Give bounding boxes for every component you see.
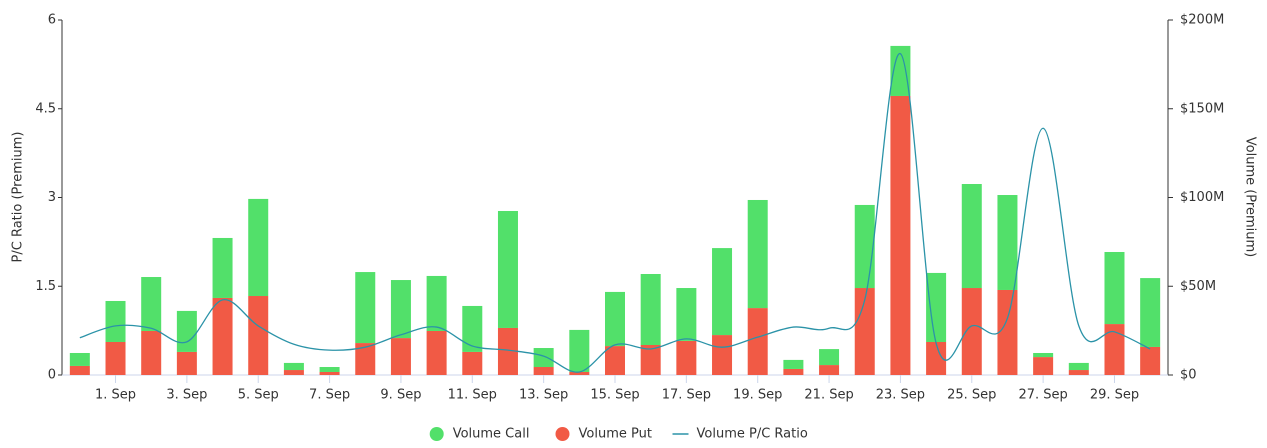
bar [283, 370, 304, 375]
bar [569, 371, 590, 375]
bar [712, 248, 733, 336]
bar [783, 359, 804, 369]
bar [961, 288, 982, 375]
legend-symbol [429, 427, 444, 441]
bar [426, 330, 447, 375]
x-tick-label: 1. Sep [95, 388, 136, 403]
bar [926, 341, 947, 375]
x-tick-label: 11. Sep [448, 388, 497, 403]
x-tick-label: 23. Sep [876, 388, 925, 403]
y2-tick-label: $100M [1180, 190, 1224, 205]
bar [283, 362, 304, 371]
bar [105, 341, 126, 375]
y-tick-label: 3 [48, 190, 56, 205]
bar [462, 305, 483, 352]
line [79, 53, 1151, 373]
bar [248, 198, 269, 297]
bar [676, 288, 697, 341]
x-tick-label: 29. Sep [1090, 388, 1139, 403]
bar [961, 184, 982, 289]
bar [497, 327, 518, 375]
legend-label: Volume Call [453, 427, 530, 442]
bar [640, 345, 661, 375]
bar [997, 195, 1018, 290]
x-tick-label: 19. Sep [733, 388, 782, 403]
bar [462, 351, 483, 375]
bar [212, 237, 233, 298]
bar [497, 210, 518, 328]
bar [141, 330, 162, 375]
bar [1033, 357, 1054, 375]
bar [854, 204, 875, 289]
bar [390, 338, 411, 375]
y2-tick-label: $200M [1180, 13, 1224, 28]
bar [569, 329, 590, 372]
x-tick-label: 7. Sep [309, 388, 350, 403]
y-tick-label: 6 [48, 13, 56, 28]
legend-label: Volume P/C Ratio [697, 427, 808, 442]
bar [819, 349, 840, 366]
bar [176, 351, 197, 375]
x-tick-label: 27. Sep [1018, 388, 1067, 403]
x-tick-label: 3. Sep [166, 388, 207, 403]
bar [533, 348, 554, 368]
bar [533, 367, 554, 375]
x-tick-label: 9. Sep [380, 388, 421, 403]
bar [1068, 370, 1089, 375]
x-tick-label: 5. Sep [238, 388, 279, 403]
bar [1104, 324, 1125, 375]
y2-tick-label: $50M [1180, 279, 1216, 294]
y2-tick-label: $0 [1180, 368, 1197, 383]
bar [212, 297, 233, 375]
bar [355, 343, 376, 375]
legend-label: Volume Put [579, 427, 652, 442]
bar [854, 288, 875, 375]
bar [426, 275, 447, 331]
bar [1068, 362, 1089, 371]
y-axis-title: P/C Ratio (Premium) [11, 132, 26, 263]
x-tick-label: 17. Sep [662, 388, 711, 403]
bar [605, 291, 625, 347]
bar [747, 199, 768, 309]
bar [390, 280, 411, 339]
bar [676, 340, 697, 375]
bar [712, 335, 733, 375]
bar [890, 45, 911, 96]
bar [605, 346, 625, 375]
bar [141, 277, 162, 331]
bar [319, 371, 340, 375]
bar [355, 272, 376, 344]
bar [926, 272, 947, 342]
bar [176, 310, 197, 352]
bar [69, 365, 90, 375]
bar [1033, 352, 1054, 358]
bar [1104, 251, 1125, 325]
bar [783, 368, 804, 375]
bar [69, 352, 90, 366]
x-tick-label: 15. Sep [590, 388, 639, 403]
bar [997, 289, 1018, 375]
y-tick-label: 0 [48, 368, 56, 383]
x-tick-label: 25. Sep [947, 388, 996, 403]
bar [1140, 346, 1161, 375]
bar [105, 300, 126, 342]
bar [319, 367, 340, 372]
legend-symbol [555, 427, 570, 441]
bar [890, 95, 911, 375]
bar [1140, 278, 1161, 347]
x-tick-label: 21. Sep [804, 388, 853, 403]
bar [248, 296, 269, 375]
y-tick-label: 4.5 [35, 101, 56, 116]
bar [640, 274, 661, 346]
x-tick-label: 13. Sep [519, 388, 568, 403]
bar [747, 308, 768, 375]
y2-axis-title: Volume (Premium) [1243, 137, 1258, 257]
y-tick-label: 1.5 [35, 279, 56, 294]
bar [819, 365, 840, 375]
y2-tick-label: $150M [1180, 101, 1224, 116]
